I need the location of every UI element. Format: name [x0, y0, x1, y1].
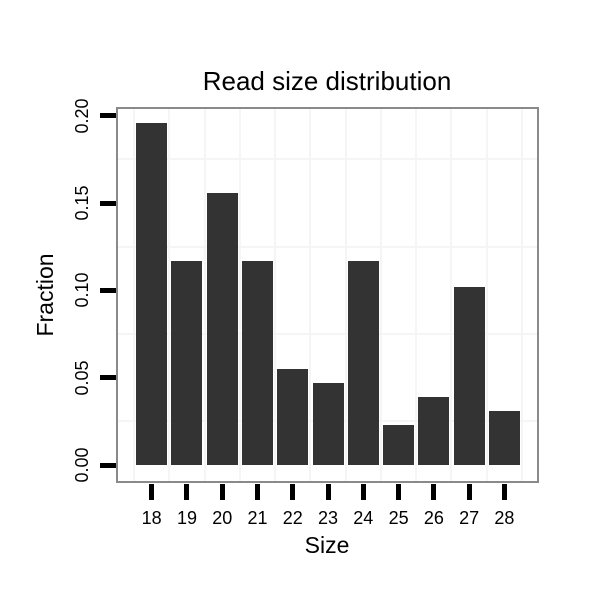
y-axis-tick [100, 287, 116, 293]
y-axis-tick-label: 0.05 [72, 360, 92, 396]
x-axis-tick [396, 484, 402, 500]
bar-size-27 [453, 286, 485, 465]
x-axis-tick [149, 484, 155, 500]
y-axis-tick [100, 200, 116, 206]
x-axis-tick-label: 23 [318, 508, 339, 528]
gridline-vertical [238, 109, 241, 481]
gridline-horizontal [118, 333, 537, 336]
x-axis-tick-label: 21 [247, 508, 268, 528]
x-axis-tick-label: 18 [141, 508, 162, 528]
bar-size-20 [206, 192, 238, 465]
x-axis-tick [466, 484, 472, 500]
x-axis-tick-label: 20 [212, 508, 233, 528]
gridline-vertical [344, 109, 347, 481]
x-axis-tick [219, 484, 225, 500]
gridline-vertical [521, 109, 524, 481]
x-axis-tick [184, 484, 190, 500]
x-axis-title: Size [304, 532, 350, 558]
chart-title: Read size distribution [202, 66, 452, 96]
x-axis-tick-label: 25 [388, 508, 409, 528]
gridline-vertical [485, 109, 488, 481]
y-axis-tick-label: 0.15 [72, 185, 92, 221]
y-axis-tick [100, 462, 116, 468]
x-axis-tick [290, 484, 296, 500]
x-axis-tick [360, 484, 366, 500]
x-axis-tick-label: 19 [176, 508, 197, 528]
gridline-vertical [450, 109, 453, 481]
bar-size-22 [277, 368, 309, 465]
y-axis-tick [100, 375, 116, 381]
x-axis-tick-label: 27 [459, 508, 480, 528]
bar-size-18 [136, 122, 168, 465]
y-axis-tick-label: 0.20 [72, 98, 92, 134]
y-axis-tick [100, 113, 116, 119]
bar-size-19 [171, 260, 203, 465]
gridline-vertical [168, 109, 171, 481]
gridline-vertical [309, 109, 312, 481]
gridline-vertical [203, 109, 206, 481]
x-axis-tick-label: 24 [353, 508, 374, 528]
x-axis-tick [501, 484, 507, 500]
bar-size-26 [418, 396, 450, 465]
x-axis-tick-label: 22 [282, 508, 303, 528]
gridline-vertical [274, 109, 277, 481]
gridline-vertical [415, 109, 418, 481]
x-axis-tick [255, 484, 260, 500]
gridline-vertical [133, 109, 136, 481]
bar-size-21 [242, 260, 273, 465]
bar-size-25 [383, 424, 415, 465]
gridline-horizontal [118, 158, 537, 161]
y-axis-title: Fraction [32, 253, 58, 337]
gridline-horizontal [118, 245, 537, 248]
x-axis-tick-label: 28 [494, 508, 515, 528]
x-axis-tick-label: 26 [423, 508, 444, 528]
bar-size-28 [488, 410, 520, 465]
x-axis-tick [325, 484, 331, 500]
bar-size-23 [312, 382, 344, 465]
gridline-vertical [379, 109, 382, 481]
y-axis-tick-label: 0.00 [72, 447, 92, 483]
y-axis-tick-label: 0.10 [72, 272, 92, 308]
bar-size-24 [347, 260, 379, 465]
x-axis-tick [431, 484, 437, 500]
